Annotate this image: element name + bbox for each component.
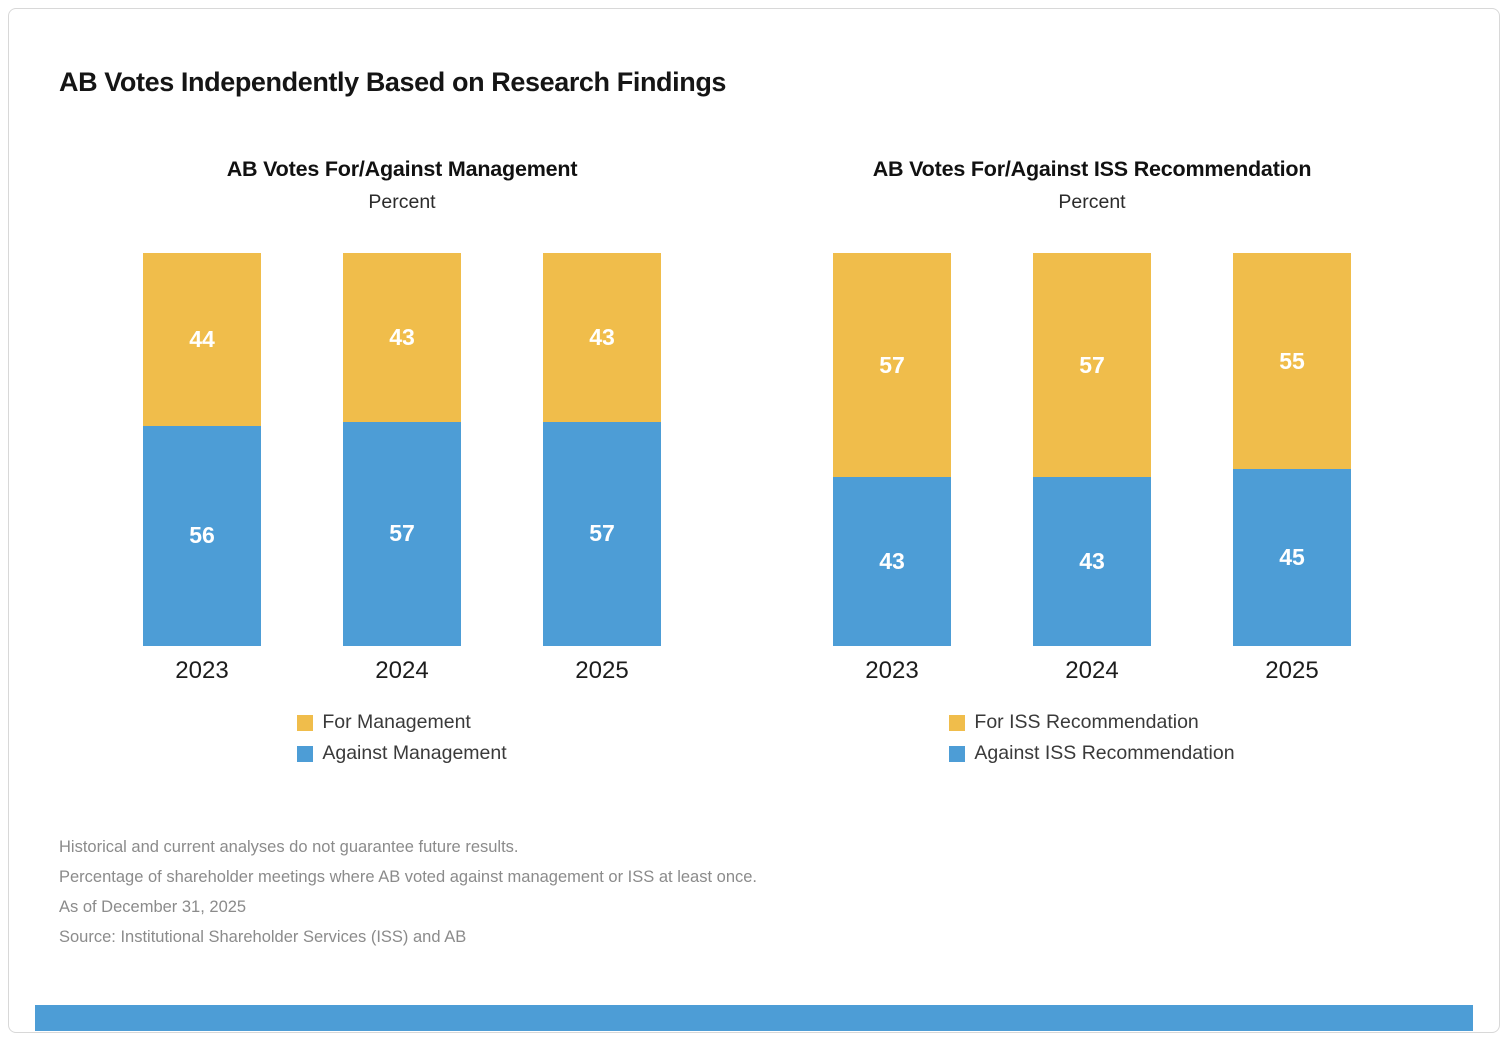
bar-segment: 57 bbox=[833, 253, 951, 477]
bar-value-label: 43 bbox=[879, 547, 905, 574]
legend-label: Against Management bbox=[322, 742, 507, 764]
footnote-line: Source: Institutional Shareholder Servic… bbox=[59, 928, 467, 946]
bar-value-label: 44 bbox=[189, 325, 215, 352]
x-axis-label: 2024 bbox=[1065, 657, 1119, 684]
report-card: AB Votes Independently Based on Research… bbox=[8, 8, 1500, 1033]
bar-value-label: 57 bbox=[1079, 351, 1105, 378]
stacked-bar-2024: 43 57 bbox=[343, 253, 461, 646]
chart-title: AB Votes For/Against ISS Recommendation bbox=[872, 157, 1312, 181]
chart-iss-recommendation: AB Votes For/Against ISS Recommendation … bbox=[792, 155, 1392, 764]
x-axis-labels: 2023 2024 2025 bbox=[102, 657, 702, 685]
bar-value-label: 43 bbox=[1079, 547, 1105, 574]
legend-items: For ISS Recommendation Against ISS Recomm… bbox=[949, 711, 1235, 764]
legend-swatch-icon bbox=[297, 714, 314, 731]
bar-value-label: 45 bbox=[1279, 544, 1305, 571]
legend-label: For ISS Recommendation bbox=[974, 711, 1199, 733]
chart-management: AB Votes For/Against Management Percent … bbox=[102, 155, 702, 764]
bar-segment: 56 bbox=[143, 425, 261, 646]
legend: For Management Against Management bbox=[102, 712, 702, 764]
stacked-bar-2025: 55 45 bbox=[1233, 253, 1351, 646]
x-axis-label: 2023 bbox=[865, 657, 919, 684]
bar-segment: 43 bbox=[543, 253, 661, 422]
footnotes: Historical and current analyses do not g… bbox=[59, 839, 757, 959]
bar-segment: 44 bbox=[143, 253, 261, 426]
chart-subtitle: Percent bbox=[1058, 191, 1126, 213]
stacked-bar-2023: 44 56 bbox=[143, 253, 261, 646]
bar-value-label: 43 bbox=[589, 323, 615, 350]
stacked-bar-2024: 57 43 bbox=[1033, 253, 1151, 646]
legend-swatch-icon bbox=[949, 714, 966, 731]
legend-label: Against ISS Recommendation bbox=[974, 742, 1235, 764]
bar-segment: 55 bbox=[1233, 253, 1351, 470]
legend-item: Against Management bbox=[297, 742, 507, 764]
legend-item: For ISS Recommendation bbox=[949, 711, 1199, 733]
x-axis-labels: 2023 2024 2025 bbox=[792, 657, 1392, 685]
plot-area: 57 43 57 43 55 45 bbox=[792, 253, 1392, 646]
legend-items: For Management Against Management bbox=[297, 712, 507, 764]
bar-value-label: 56 bbox=[189, 522, 215, 549]
legend-item: Against ISS Recommendation bbox=[949, 742, 1235, 764]
bar-value-label: 57 bbox=[389, 520, 415, 547]
x-axis-label: 2023 bbox=[175, 657, 229, 684]
bar-segment: 57 bbox=[1033, 253, 1151, 477]
legend-label: For Management bbox=[322, 711, 471, 733]
stacked-bar-2025: 43 57 bbox=[543, 253, 661, 646]
chart-subtitle: Percent bbox=[368, 191, 436, 213]
bar-value-label: 55 bbox=[1279, 347, 1305, 374]
x-axis-label: 2024 bbox=[375, 657, 429, 684]
plot-area: 44 56 43 57 43 57 bbox=[102, 253, 702, 646]
legend-swatch-icon bbox=[949, 745, 966, 762]
footnote-line: As of December 31, 2025 bbox=[59, 898, 247, 916]
bar-segment: 57 bbox=[343, 421, 461, 646]
bar-segment: 43 bbox=[1033, 477, 1151, 646]
bar-segment: 43 bbox=[833, 477, 951, 646]
page-title: AB Votes Independently Based on Research… bbox=[59, 67, 727, 97]
footnote-line: Historical and current analyses do not g… bbox=[59, 838, 519, 856]
chart-title: AB Votes For/Against Management bbox=[226, 157, 578, 181]
footnote-line: Percentage of shareholder meetings where… bbox=[59, 868, 758, 886]
legend: For ISS Recommendation Against ISS Recomm… bbox=[792, 712, 1392, 764]
stacked-bar-2023: 57 43 bbox=[833, 253, 951, 646]
bar-value-label: 43 bbox=[389, 323, 415, 350]
footer-accent-bar bbox=[35, 1005, 1473, 1031]
bar-segment: 57 bbox=[543, 421, 661, 646]
bar-value-label: 57 bbox=[879, 351, 905, 378]
bar-segment: 43 bbox=[343, 253, 461, 422]
legend-swatch-icon bbox=[297, 745, 314, 762]
x-axis-label: 2025 bbox=[575, 657, 629, 684]
x-axis-label: 2025 bbox=[1265, 657, 1319, 684]
bar-value-label: 57 bbox=[589, 520, 615, 547]
bar-segment: 45 bbox=[1233, 469, 1351, 646]
legend-item: For Management bbox=[297, 712, 471, 733]
